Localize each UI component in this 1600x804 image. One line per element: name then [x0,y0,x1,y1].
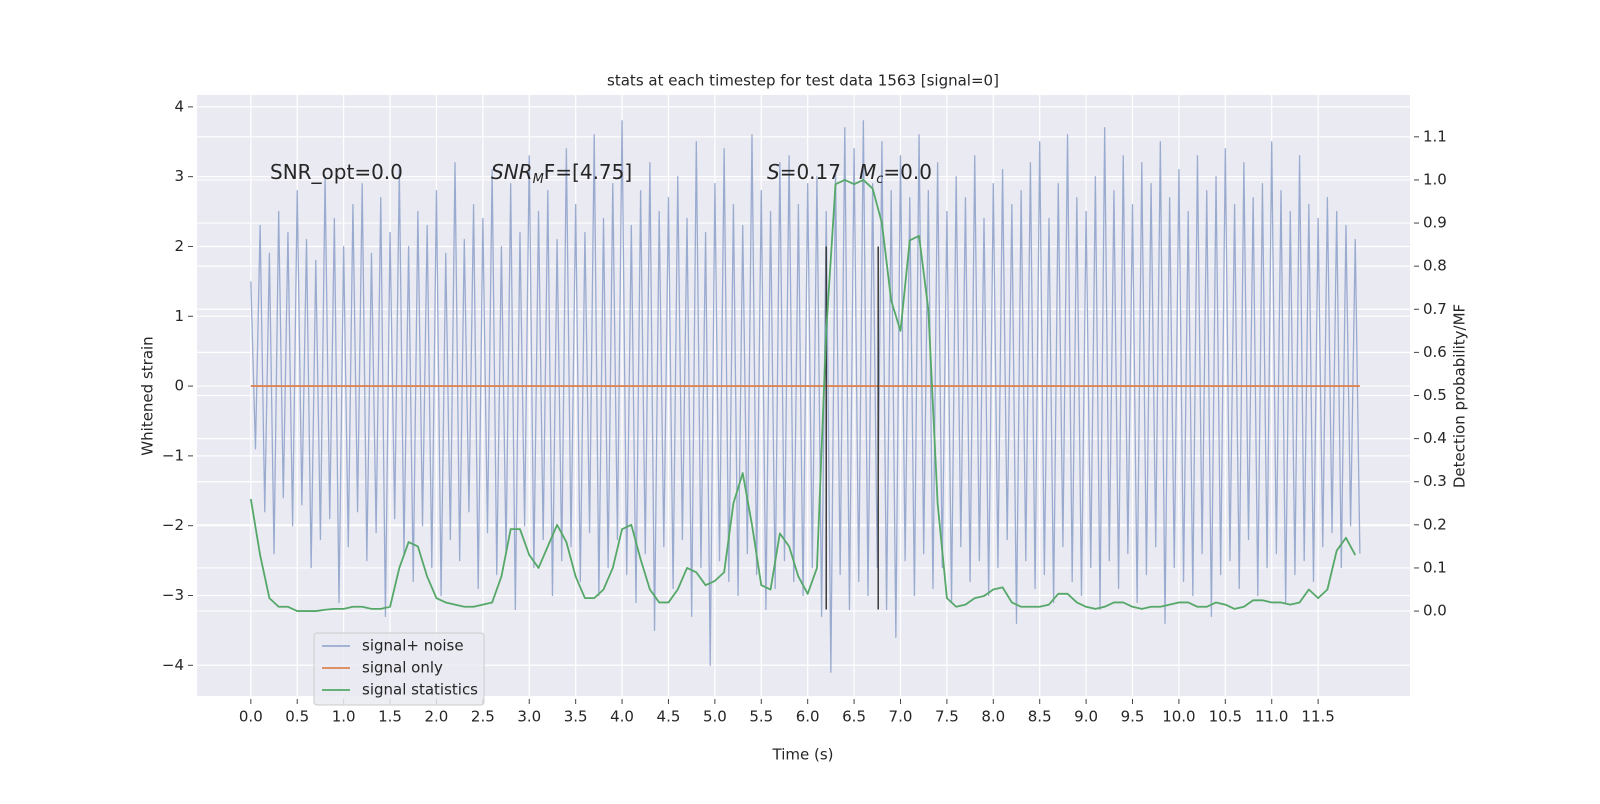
annotation: Mc=0.0 [859,160,932,187]
y-axis-label: Whitened strain [139,336,157,455]
x-tick-label: 11.0 [1255,708,1288,726]
annotation-text: =0.0 [883,160,932,184]
y2-tick-label: 0.7 [1423,300,1447,318]
annotation-text: S [767,160,780,184]
legend-label: signal statistics [362,681,478,699]
x-tick-label: 4.5 [657,708,681,726]
x-tick-label: 7.0 [889,708,913,726]
annotation-text: SNR [491,160,533,184]
x-tick-label: 7.5 [935,708,959,726]
x-tick-label: 0.5 [285,708,309,726]
x-tick-label: 0.0 [239,708,263,726]
x-tick-label: 5.5 [749,708,773,726]
y2-tick-label: 1.1 [1423,127,1447,145]
y-tick-label: 3 [174,167,184,185]
y2-axis-label: Detection probability/MF [1451,304,1469,488]
annotation-text: F=[4.75] [544,160,632,184]
annotation-subscript: c [876,172,883,187]
y2-tick-label: 0.8 [1423,257,1447,275]
x-tick-label: 3.0 [517,708,541,726]
x-tick-label: 2.5 [471,708,495,726]
legend-box [313,632,485,706]
x-tick-label: 6.0 [796,708,820,726]
x-tick-label: 2.0 [425,708,449,726]
y2-tick-label: 1.0 [1423,170,1447,188]
annotation: S=0.17 [767,160,841,184]
series-line [250,120,1361,673]
annotation-subscript: M [533,172,544,187]
x-tick-label: 5.0 [703,708,727,726]
annotation: SNR_opt=0.0 [270,160,403,184]
y-tick-label: 4 [174,97,184,115]
x-tick-label: 8.5 [1028,708,1052,726]
y2-tick-label: 0.2 [1423,515,1447,533]
y-tick-label: −1 [162,446,184,464]
x-tick-label: 6.5 [842,708,866,726]
y-tick-label: −3 [162,586,184,604]
series-line [249,179,1357,612]
y-tick-label: 2 [174,237,184,255]
chart-title: stats at each timestep for test data 156… [607,72,999,90]
x-tick-label: 1.5 [378,708,402,726]
y-tick-label: −2 [162,516,184,534]
y2-tick-label: 0.0 [1423,602,1447,620]
y2-tick-label: 0.1 [1423,558,1447,576]
x-axis-label: Time (s) [772,746,834,764]
legend-label: signal+ noise [362,637,464,655]
annotation-text: =0.17 [780,160,841,184]
x-tick-label: 3.5 [564,708,588,726]
x-tick-label: 4.0 [610,708,634,726]
x-tick-label: 8.0 [981,708,1005,726]
y-tick-label: 1 [174,307,184,325]
y2-tick-label: 0.4 [1423,429,1447,447]
x-tick-label: 10.0 [1162,708,1195,726]
x-tick-label: 10.5 [1209,708,1242,726]
annotation-text: SNR_opt=0.0 [270,160,403,184]
y2-tick-label: 0.6 [1423,343,1447,361]
y-tick-label: −4 [162,656,184,674]
y2-tick-label: 0.3 [1423,472,1447,490]
y2-tick-label: 0.9 [1423,214,1447,232]
x-tick-label: 9.0 [1074,708,1098,726]
annotation: SNRMF=[4.75] [491,160,632,187]
x-tick-label: 1.0 [332,708,356,726]
y2-tick-label: 0.5 [1423,386,1447,404]
legend-label: signal only [362,659,443,677]
annotation-text: M [859,160,876,184]
x-tick-label: 9.5 [1121,708,1145,726]
y-tick-label: 0 [174,377,184,395]
x-tick-label: 11.5 [1301,708,1334,726]
